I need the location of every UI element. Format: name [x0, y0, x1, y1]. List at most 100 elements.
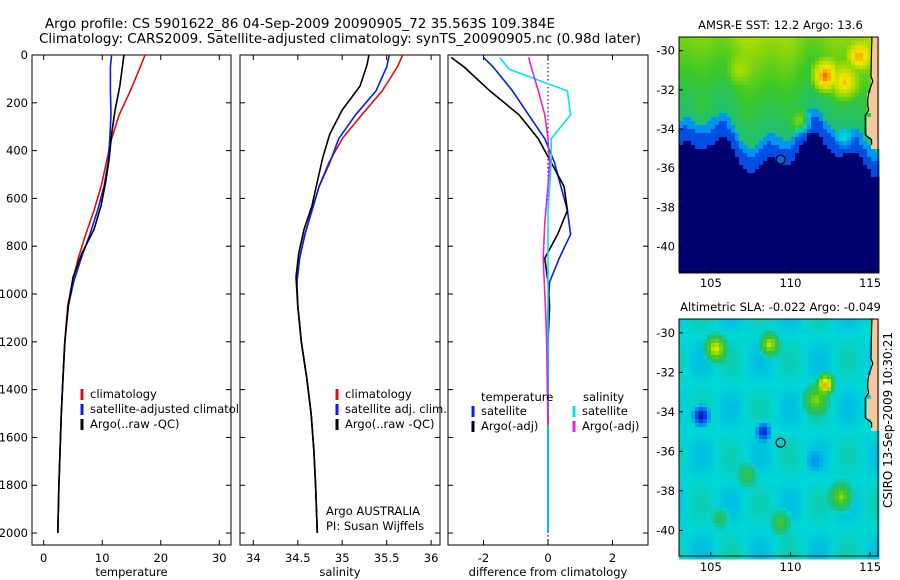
- heatmap-cell: [851, 189, 856, 194]
- heatmap-cell: [751, 85, 756, 90]
- heatmap-cell: [783, 97, 788, 102]
- heatmap-cell: [787, 197, 792, 202]
- heatmap-cell: [695, 217, 700, 222]
- heatmap-cell: [787, 331, 792, 336]
- heatmap-cell: [687, 165, 692, 170]
- heatmap-cell: [811, 181, 816, 186]
- heatmap-cell: [799, 331, 804, 336]
- heatmap-cell: [743, 125, 748, 130]
- heatmap-cell: [703, 141, 708, 146]
- heatmap-cell: [755, 41, 760, 46]
- heatmap-cell: [851, 343, 856, 348]
- heatmap-cell: [743, 423, 748, 428]
- heatmap-cell: [867, 245, 872, 250]
- heatmap-cell: [875, 109, 880, 114]
- heatmap-cell: [855, 407, 860, 412]
- heatmap-cell: [691, 323, 696, 328]
- heatmap-cell: [735, 253, 740, 258]
- heatmap-cell: [871, 399, 876, 404]
- heatmap-cell: [867, 459, 872, 464]
- heatmap-cell: [859, 225, 864, 230]
- heatmap-cell: [687, 431, 692, 436]
- heatmap-cell: [783, 415, 788, 420]
- heatmap-cell: [867, 81, 872, 86]
- heatmap-cell: [819, 327, 824, 332]
- legend-label: climatology: [345, 387, 412, 401]
- heatmap-cell: [691, 249, 696, 254]
- heatmap-cell: [691, 225, 696, 230]
- heatmap-cell: [807, 447, 812, 452]
- heatmap-cell: [787, 53, 792, 58]
- heatmap-cell: [699, 359, 704, 364]
- heatmap-cell: [859, 327, 864, 332]
- heatmap-cell: [779, 395, 784, 400]
- heatmap-cell: [763, 81, 768, 86]
- heatmap-cell: [775, 261, 780, 266]
- heatmap-cell: [695, 265, 700, 270]
- heatmap-cell: [731, 367, 736, 372]
- heatmap-cell: [727, 339, 732, 344]
- heatmap-cell: [871, 257, 876, 262]
- heatmap-cell: [767, 245, 772, 250]
- heatmap-cell: [715, 117, 720, 122]
- heatmap-cell: [827, 379, 832, 384]
- map-title: AMSR-E SST: 12.2 Argo: 13.6: [698, 18, 863, 32]
- heatmap-cell: [715, 73, 720, 78]
- heatmap-cell: [699, 257, 704, 262]
- heatmap-cell: [747, 241, 752, 246]
- heatmap-cell: [691, 141, 696, 146]
- heatmap-cell: [799, 379, 804, 384]
- heatmap-cell: [687, 109, 692, 114]
- heatmap-cell: [779, 387, 784, 392]
- heatmap-cell: [691, 375, 696, 380]
- heatmap-cell: [839, 387, 844, 392]
- heatmap-cell: [807, 193, 812, 198]
- heatmap-cell: [803, 149, 808, 154]
- heatmap-cell: [679, 213, 684, 218]
- heatmap-cell: [795, 249, 800, 254]
- heatmap-cell: [683, 319, 688, 324]
- heatmap-cell: [699, 101, 704, 106]
- heatmap-cell: [851, 367, 856, 372]
- heatmap-cell: [707, 355, 712, 360]
- heatmap-cell: [839, 73, 844, 78]
- heatmap-cell: [771, 459, 776, 464]
- heatmap-cell: [815, 383, 820, 388]
- heatmap-cell: [699, 201, 704, 206]
- heatmap-cells: [679, 37, 880, 274]
- heatmap-cell: [687, 423, 692, 428]
- heatmap-cell: [779, 363, 784, 368]
- heatmap-cell: [783, 359, 788, 364]
- heatmap-cell: [835, 181, 840, 186]
- heatmap-cell: [791, 69, 796, 74]
- heatmap-cell: [679, 253, 684, 258]
- heatmap-cell: [727, 133, 732, 138]
- heatmap-cell: [875, 165, 880, 170]
- heatmap-cell: [687, 455, 692, 460]
- heatmap-cell: [799, 117, 804, 122]
- heatmap-cell: [687, 125, 692, 130]
- heatmap-cell: [767, 371, 772, 376]
- heatmap-cell: [839, 149, 844, 154]
- heatmap-cell: [847, 363, 852, 368]
- heatmap-cell: [791, 113, 796, 118]
- heatmap-cell: [795, 117, 800, 122]
- heatmap-cell: [727, 105, 732, 110]
- y-tick-label: 600: [6, 191, 28, 205]
- heatmap-cell: [755, 37, 760, 42]
- heatmap-cell: [795, 97, 800, 102]
- heatmap-cell: [687, 185, 692, 190]
- heatmap-cell: [707, 185, 712, 190]
- heatmap-cell: [711, 141, 716, 146]
- heatmap-cell: [691, 335, 696, 340]
- heatmap-cell: [735, 343, 740, 348]
- heatmap-cell: [687, 253, 692, 258]
- heatmap-cell: [803, 37, 808, 42]
- heatmap-cell: [791, 89, 796, 94]
- heatmap-cell: [767, 173, 772, 178]
- heatmap-cell: [843, 419, 848, 424]
- heatmap-cell: [823, 383, 828, 388]
- heatmap-cell: [771, 443, 776, 448]
- series-line-4: [527, 57, 551, 426]
- heatmap-cell: [803, 261, 808, 266]
